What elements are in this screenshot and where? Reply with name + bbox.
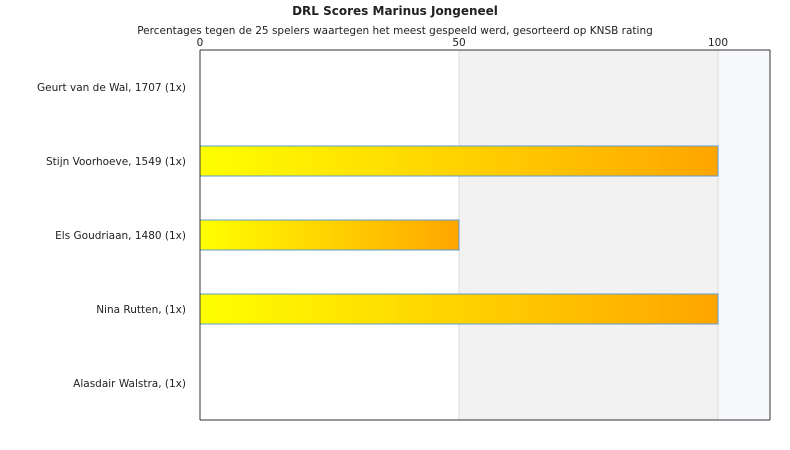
grid-band [459,50,718,420]
category-label: Stijn Voorhoeve, 1549 (1x) [46,156,186,168]
x-tick-label: 100 [708,37,728,49]
category-label: Els Goudriaan, 1480 (1x) [55,230,186,242]
category-label: Nina Rutten, (1x) [96,304,186,316]
bar [199,219,460,251]
grid-band [718,50,770,420]
category-label: Geurt van de Wal, 1707 (1x) [37,82,186,94]
chart-title: DRL Scores Marinus Jongeneel [292,4,498,18]
category-label: Alasdair Walstra, (1x) [73,378,186,390]
bar [199,293,719,325]
x-tick-label: 50 [452,37,465,49]
x-tick-label: 0 [197,37,204,49]
chart-subtitle: Percentages tegen de 25 spelers waartege… [137,25,653,37]
bar [199,145,719,177]
